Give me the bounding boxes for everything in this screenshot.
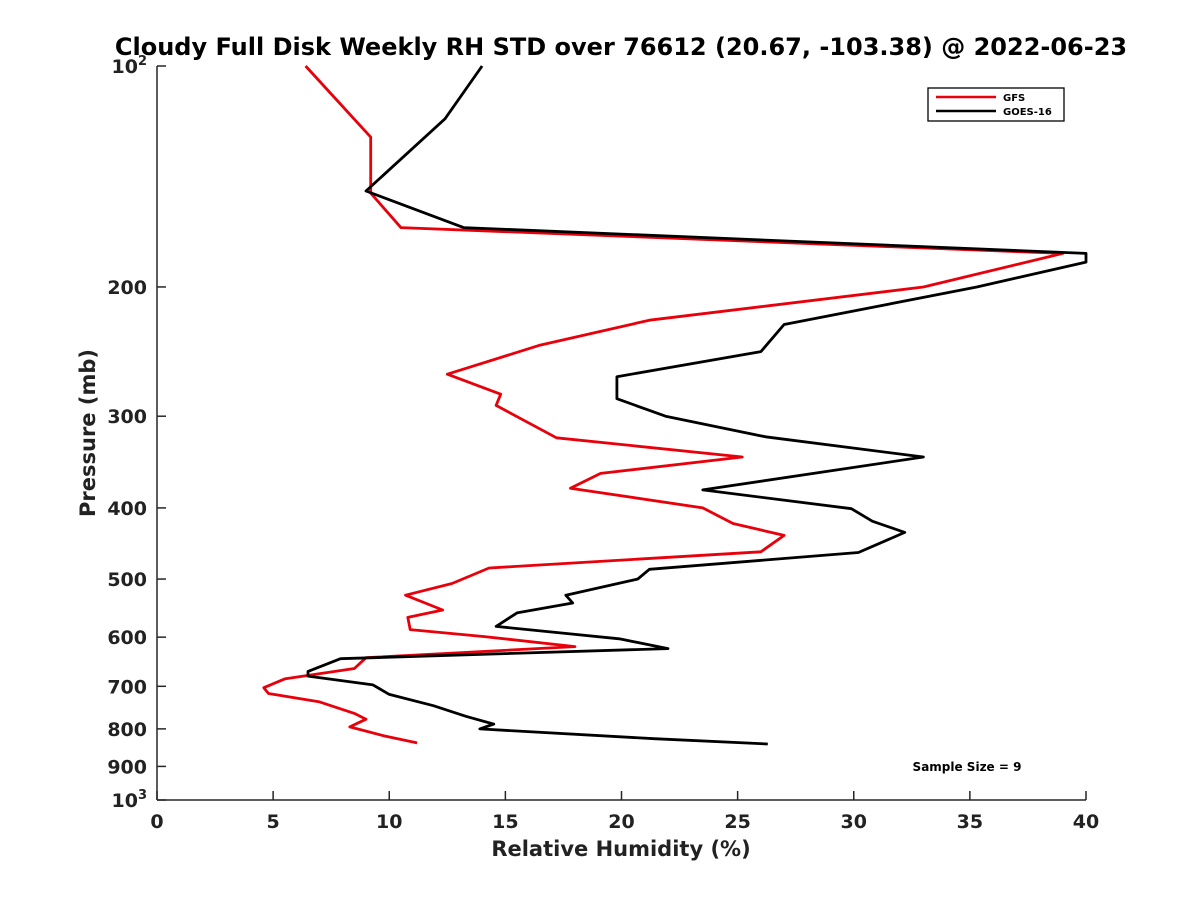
y-tick-label: 102 [112, 54, 148, 78]
y-tick-label: 700 [107, 676, 147, 698]
x-tick-label: 40 [1073, 811, 1099, 833]
series-line-goes16 [306, 65, 1088, 746]
x-axis-label: Relative Humidity (%) [491, 837, 750, 861]
y-tick-label: 500 [107, 569, 147, 591]
y-tick-label: 300 [107, 406, 147, 428]
legend-label-gfs: GFS [1003, 93, 1025, 104]
y-tick-label: 103 [112, 788, 148, 812]
y-axis-label: Pressure (mb) [76, 349, 100, 517]
legend: GFS GOES-16 [927, 87, 1065, 122]
y-tick-label: 800 [107, 719, 147, 741]
y-tick-label: 200 [107, 277, 147, 299]
y-tick-label: 600 [107, 627, 147, 649]
sample-size-annotation: Sample Size = 9 [913, 760, 1022, 774]
x-tick-label: 10 [376, 811, 402, 833]
x-tick-label: 25 [724, 811, 750, 833]
legend-box [927, 87, 1065, 122]
y-tick-label: 900 [107, 756, 147, 778]
series-line-gfs [262, 65, 1065, 745]
x-tick-label: 0 [150, 811, 163, 833]
plot-area: 0 5 10 15 20 25 30 35 40 102 200 300 400 500 600 700 800… [107, 54, 1099, 833]
x-tick-label: 15 [492, 811, 518, 833]
x-tick-label: 30 [841, 811, 867, 833]
chart-title: Cloudy Full Disk Weekly RH STD over 7661… [115, 33, 1127, 61]
y-tick-label: 400 [107, 498, 147, 520]
x-tick-label: 5 [267, 811, 280, 833]
x-tick-label: 35 [957, 811, 983, 833]
legend-label-goes16: GOES-16 [1003, 107, 1052, 118]
x-tick-label: 20 [608, 811, 634, 833]
